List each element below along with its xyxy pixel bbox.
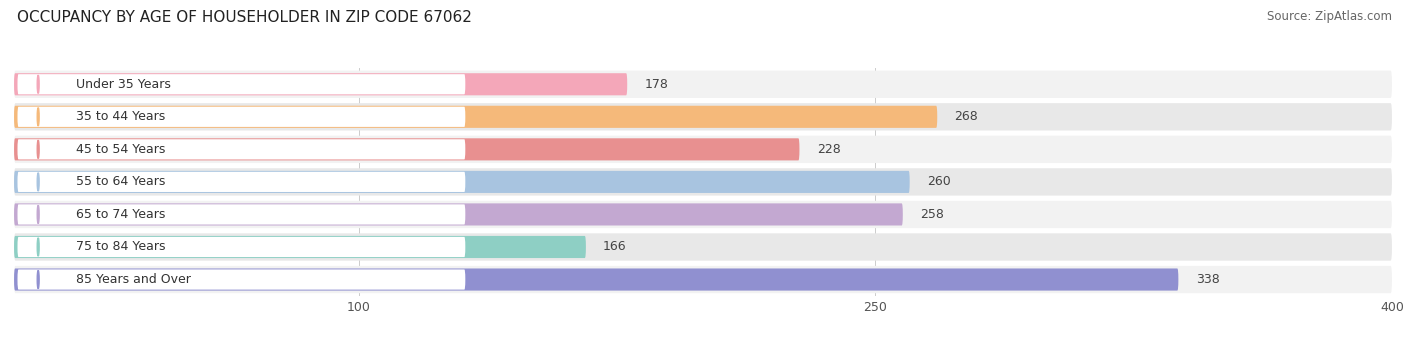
FancyBboxPatch shape [14, 201, 1392, 228]
Text: 166: 166 [603, 240, 627, 254]
FancyBboxPatch shape [17, 172, 465, 192]
Text: Under 35 Years: Under 35 Years [76, 78, 172, 91]
FancyBboxPatch shape [14, 103, 1392, 131]
Text: 178: 178 [644, 78, 668, 91]
FancyBboxPatch shape [14, 71, 1392, 98]
FancyBboxPatch shape [14, 138, 800, 160]
FancyBboxPatch shape [17, 139, 465, 159]
FancyBboxPatch shape [14, 266, 1392, 293]
Text: 268: 268 [955, 110, 979, 123]
Circle shape [37, 108, 39, 126]
Circle shape [37, 75, 39, 94]
FancyBboxPatch shape [17, 107, 465, 127]
Text: OCCUPANCY BY AGE OF HOUSEHOLDER IN ZIP CODE 67062: OCCUPANCY BY AGE OF HOUSEHOLDER IN ZIP C… [17, 10, 472, 25]
Text: 228: 228 [817, 143, 841, 156]
FancyBboxPatch shape [14, 73, 627, 95]
Circle shape [37, 140, 39, 158]
FancyBboxPatch shape [14, 269, 1178, 291]
FancyBboxPatch shape [14, 203, 903, 225]
Text: 338: 338 [1195, 273, 1219, 286]
Text: 258: 258 [920, 208, 943, 221]
Text: 35 to 44 Years: 35 to 44 Years [76, 110, 166, 123]
FancyBboxPatch shape [17, 269, 465, 290]
Text: Source: ZipAtlas.com: Source: ZipAtlas.com [1267, 10, 1392, 23]
Text: 85 Years and Over: 85 Years and Over [76, 273, 191, 286]
Circle shape [37, 173, 39, 191]
Circle shape [37, 205, 39, 224]
Text: 45 to 54 Years: 45 to 54 Years [76, 143, 166, 156]
Circle shape [37, 238, 39, 256]
Text: 75 to 84 Years: 75 to 84 Years [76, 240, 166, 254]
Text: 260: 260 [927, 175, 950, 188]
FancyBboxPatch shape [17, 237, 465, 257]
Text: 55 to 64 Years: 55 to 64 Years [76, 175, 166, 188]
FancyBboxPatch shape [14, 233, 1392, 261]
FancyBboxPatch shape [17, 204, 465, 224]
FancyBboxPatch shape [14, 136, 1392, 163]
FancyBboxPatch shape [17, 74, 465, 95]
FancyBboxPatch shape [14, 168, 1392, 196]
FancyBboxPatch shape [14, 236, 586, 258]
Circle shape [37, 270, 39, 289]
FancyBboxPatch shape [14, 106, 938, 128]
Text: 65 to 74 Years: 65 to 74 Years [76, 208, 166, 221]
FancyBboxPatch shape [14, 171, 910, 193]
